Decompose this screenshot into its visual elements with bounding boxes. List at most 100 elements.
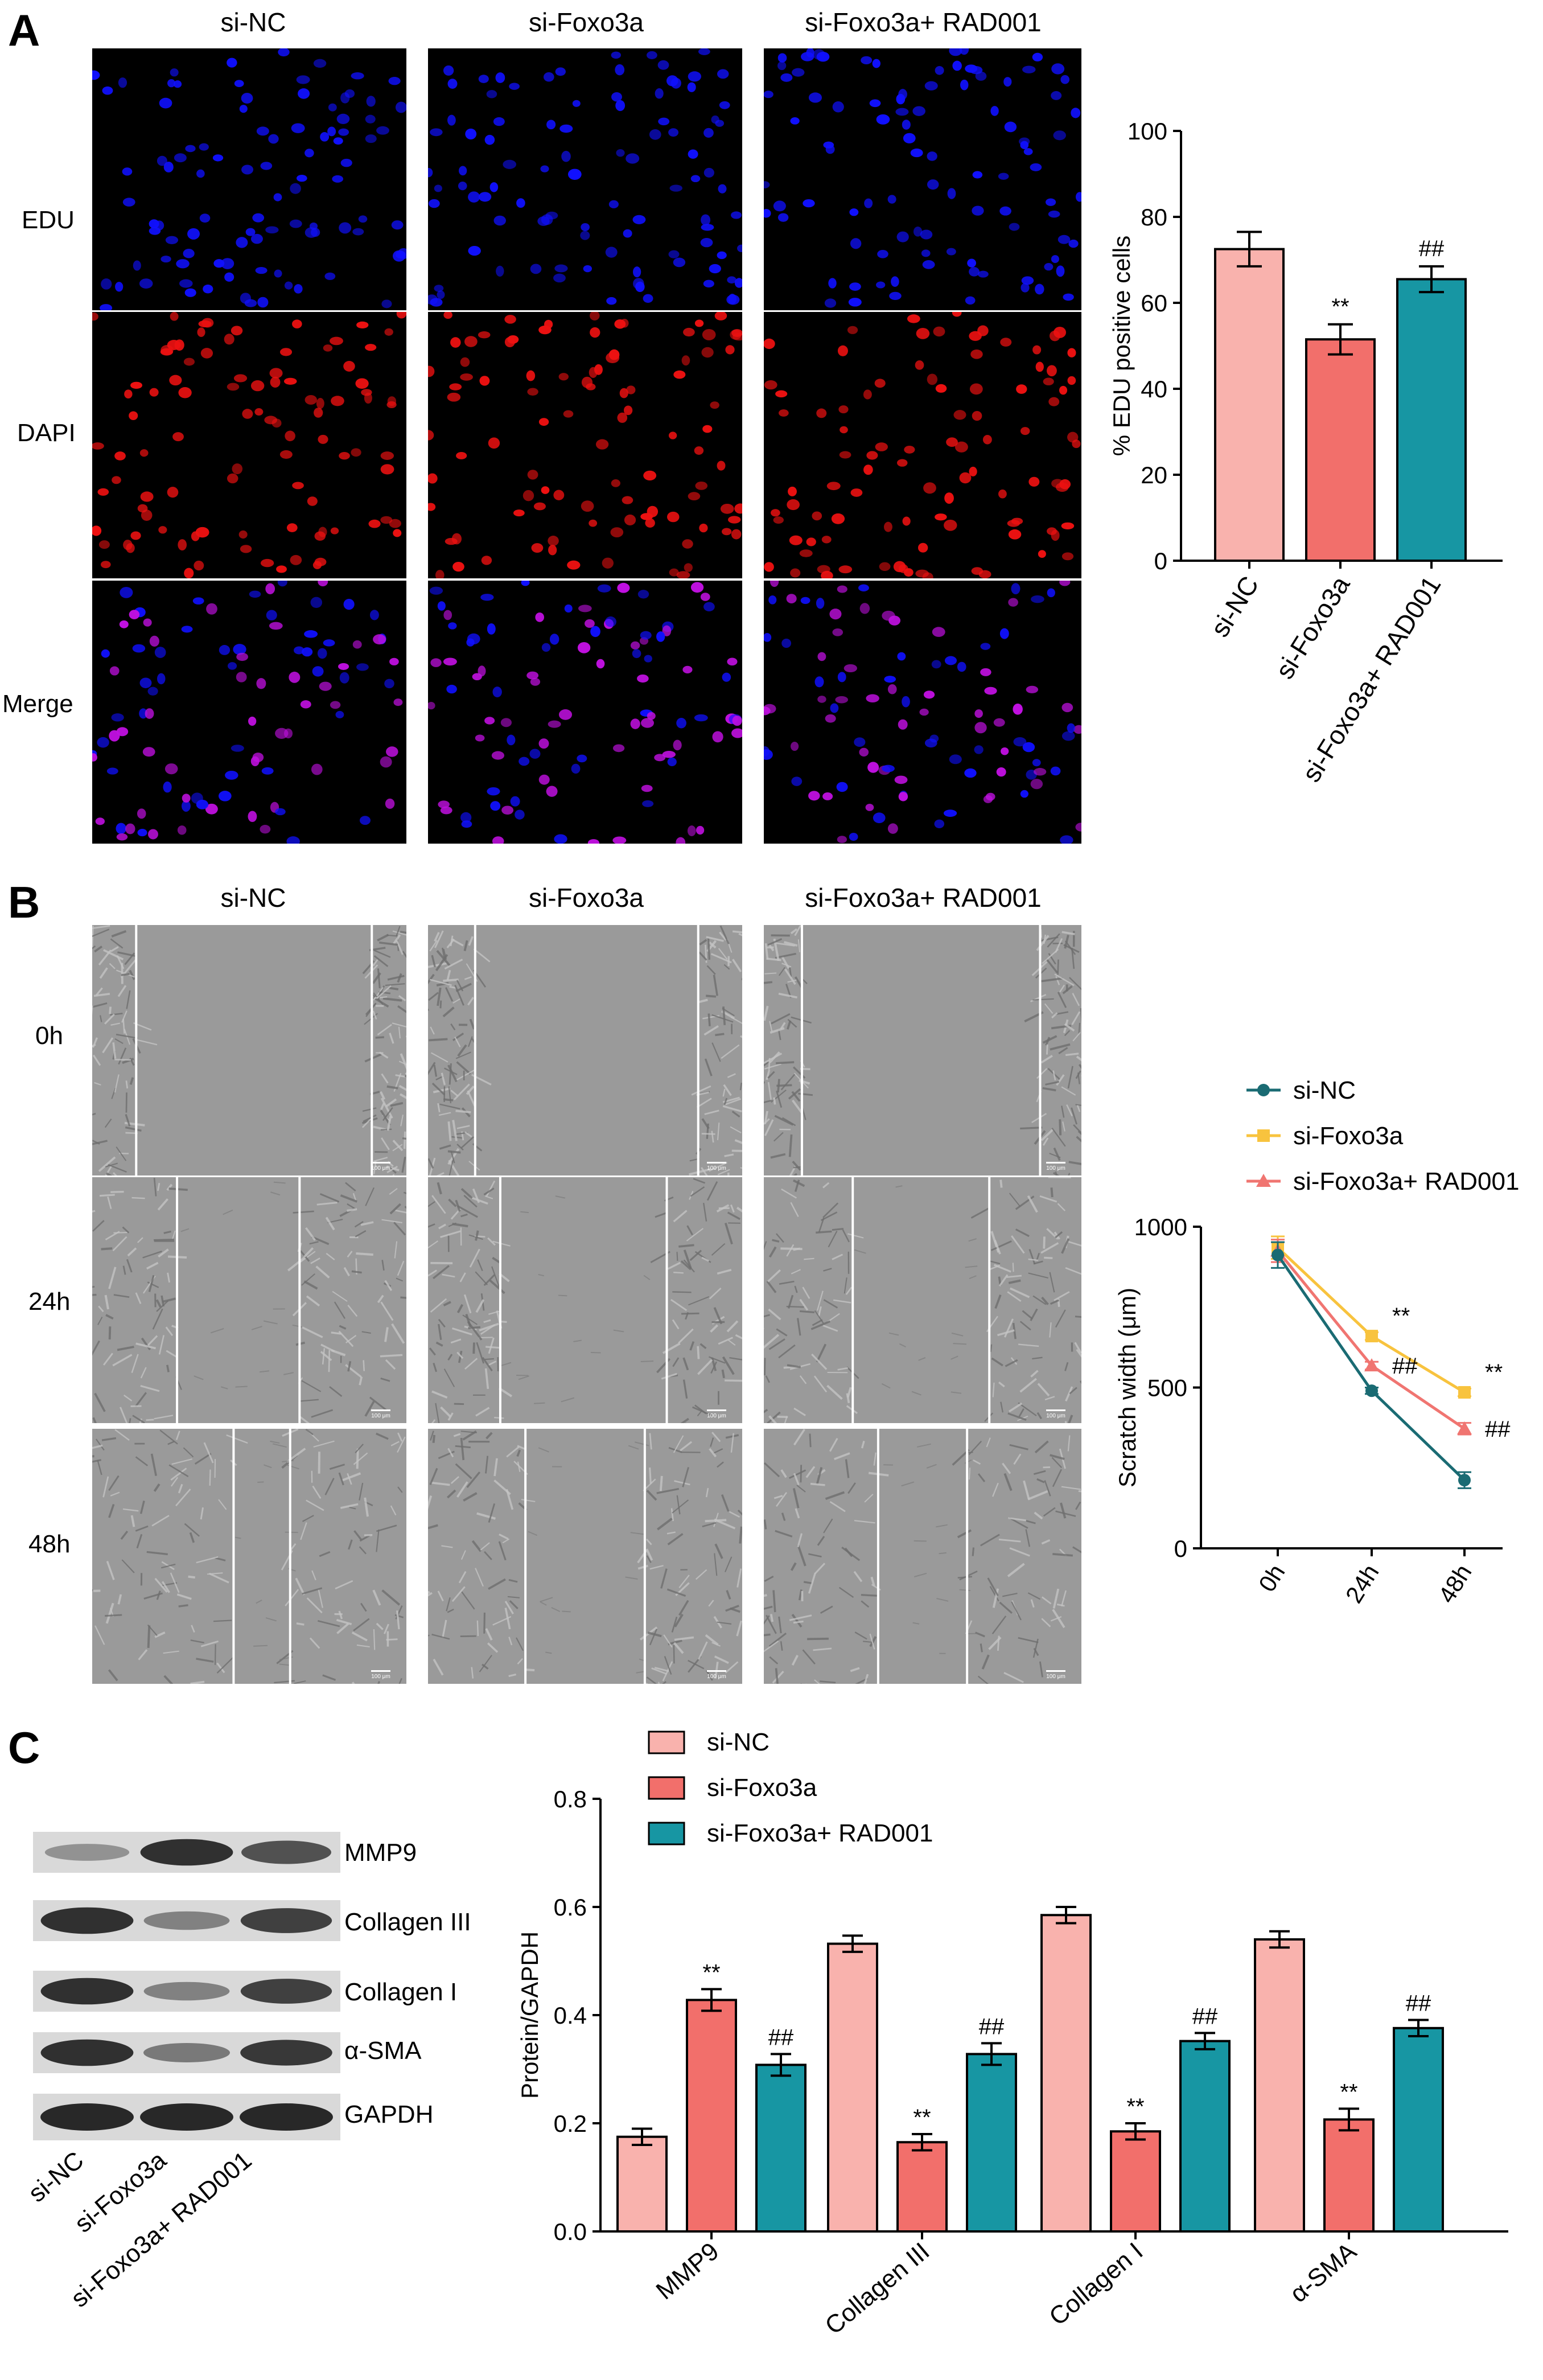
cell — [170, 1572, 180, 1593]
nucleus — [265, 226, 279, 234]
cell — [457, 1044, 467, 1057]
chart-c-significance-mark: ** — [702, 1960, 720, 1985]
cell — [797, 939, 801, 952]
cell — [722, 1088, 726, 1097]
cell — [767, 1411, 781, 1423]
cell — [1040, 1128, 1054, 1141]
wb-strip-4 — [33, 2032, 340, 2073]
cell — [110, 938, 124, 949]
cell — [108, 1475, 120, 1491]
cell — [664, 1656, 672, 1675]
cell — [494, 1417, 504, 1419]
cell — [446, 1489, 456, 1499]
cell — [682, 1357, 689, 1371]
nucleus — [260, 162, 273, 170]
nucleus — [109, 666, 120, 676]
nucleus — [615, 64, 625, 76]
cell — [792, 1161, 801, 1171]
chart-c-x-tick-label: Collagen III — [820, 2237, 935, 2340]
nucleus — [199, 213, 211, 223]
nucleus — [843, 664, 857, 673]
nucleus — [430, 658, 442, 667]
cell — [704, 1109, 719, 1115]
nucleus — [92, 312, 98, 321]
nucleus — [668, 128, 679, 137]
cell — [764, 1594, 767, 1597]
nucleus — [356, 321, 369, 328]
nucleus — [688, 492, 701, 501]
cell — [394, 1241, 398, 1259]
nucleus — [493, 215, 506, 226]
scale-bar-label: 100 μm — [707, 1413, 726, 1419]
cell — [784, 941, 798, 947]
cell — [1009, 1287, 1030, 1298]
nucleus — [231, 745, 244, 752]
nucleus — [712, 731, 723, 743]
wb-band — [40, 2103, 134, 2131]
nucleus — [468, 246, 481, 256]
nucleus — [719, 101, 730, 109]
nucleus — [896, 231, 909, 242]
nucleus — [339, 222, 352, 234]
nucleus — [176, 259, 190, 269]
cell — [390, 1505, 397, 1516]
nucleus — [717, 461, 726, 471]
cell — [157, 1182, 161, 1191]
nucleus — [764, 706, 771, 716]
panel-a-col-title-2: si-Foxo3a — [529, 7, 644, 37]
cell — [428, 1201, 435, 1207]
scratch-image: 100 μm — [92, 1177, 406, 1423]
cell — [167, 1272, 170, 1283]
cell — [703, 1025, 719, 1036]
nucleus — [296, 75, 310, 84]
cell — [673, 1642, 684, 1654]
nucleus — [137, 504, 148, 513]
nucleus — [496, 265, 504, 277]
cell — [116, 1146, 127, 1161]
chart-c-bar — [755, 2064, 807, 2233]
nucleus — [662, 751, 676, 758]
cell — [372, 1010, 377, 1020]
cell — [1003, 1318, 1014, 1338]
cell — [391, 1323, 405, 1344]
nucleus — [163, 162, 174, 172]
cell — [1018, 1637, 1039, 1643]
cell — [396, 940, 404, 955]
cell — [780, 1073, 796, 1091]
cell — [1049, 1322, 1052, 1338]
cell — [817, 1536, 825, 1546]
chart-c-x-tick-label: α-SMA — [1285, 2237, 1362, 2308]
cell — [449, 985, 457, 989]
cell — [311, 1409, 334, 1418]
nucleus — [626, 385, 636, 394]
cell — [302, 1515, 314, 1522]
cell — [739, 1083, 742, 1091]
cell — [823, 1518, 833, 1534]
cell — [533, 1402, 545, 1404]
cell — [376, 985, 392, 999]
cell — [1028, 1258, 1039, 1261]
nucleus — [540, 165, 549, 172]
cell — [1050, 1043, 1071, 1051]
chart-c-y-tick-label: 0.6 — [554, 1894, 587, 1921]
nucleus — [270, 376, 281, 388]
cell — [468, 1036, 473, 1047]
nucleus — [902, 516, 911, 526]
cell — [764, 1063, 781, 1070]
cell — [287, 1256, 306, 1272]
nucleus — [610, 527, 624, 537]
cell — [467, 1090, 476, 1108]
cell — [336, 1623, 349, 1634]
cell — [645, 1538, 652, 1545]
cell — [452, 1033, 464, 1041]
cell — [706, 965, 716, 975]
cell — [183, 1447, 194, 1458]
cell — [998, 1274, 1009, 1287]
cell — [375, 1036, 384, 1039]
nucleus — [256, 126, 269, 136]
nucleus — [1013, 704, 1023, 715]
cell — [447, 1608, 454, 1613]
cell — [154, 1577, 168, 1593]
cell — [131, 1354, 139, 1373]
cell — [456, 1125, 470, 1129]
